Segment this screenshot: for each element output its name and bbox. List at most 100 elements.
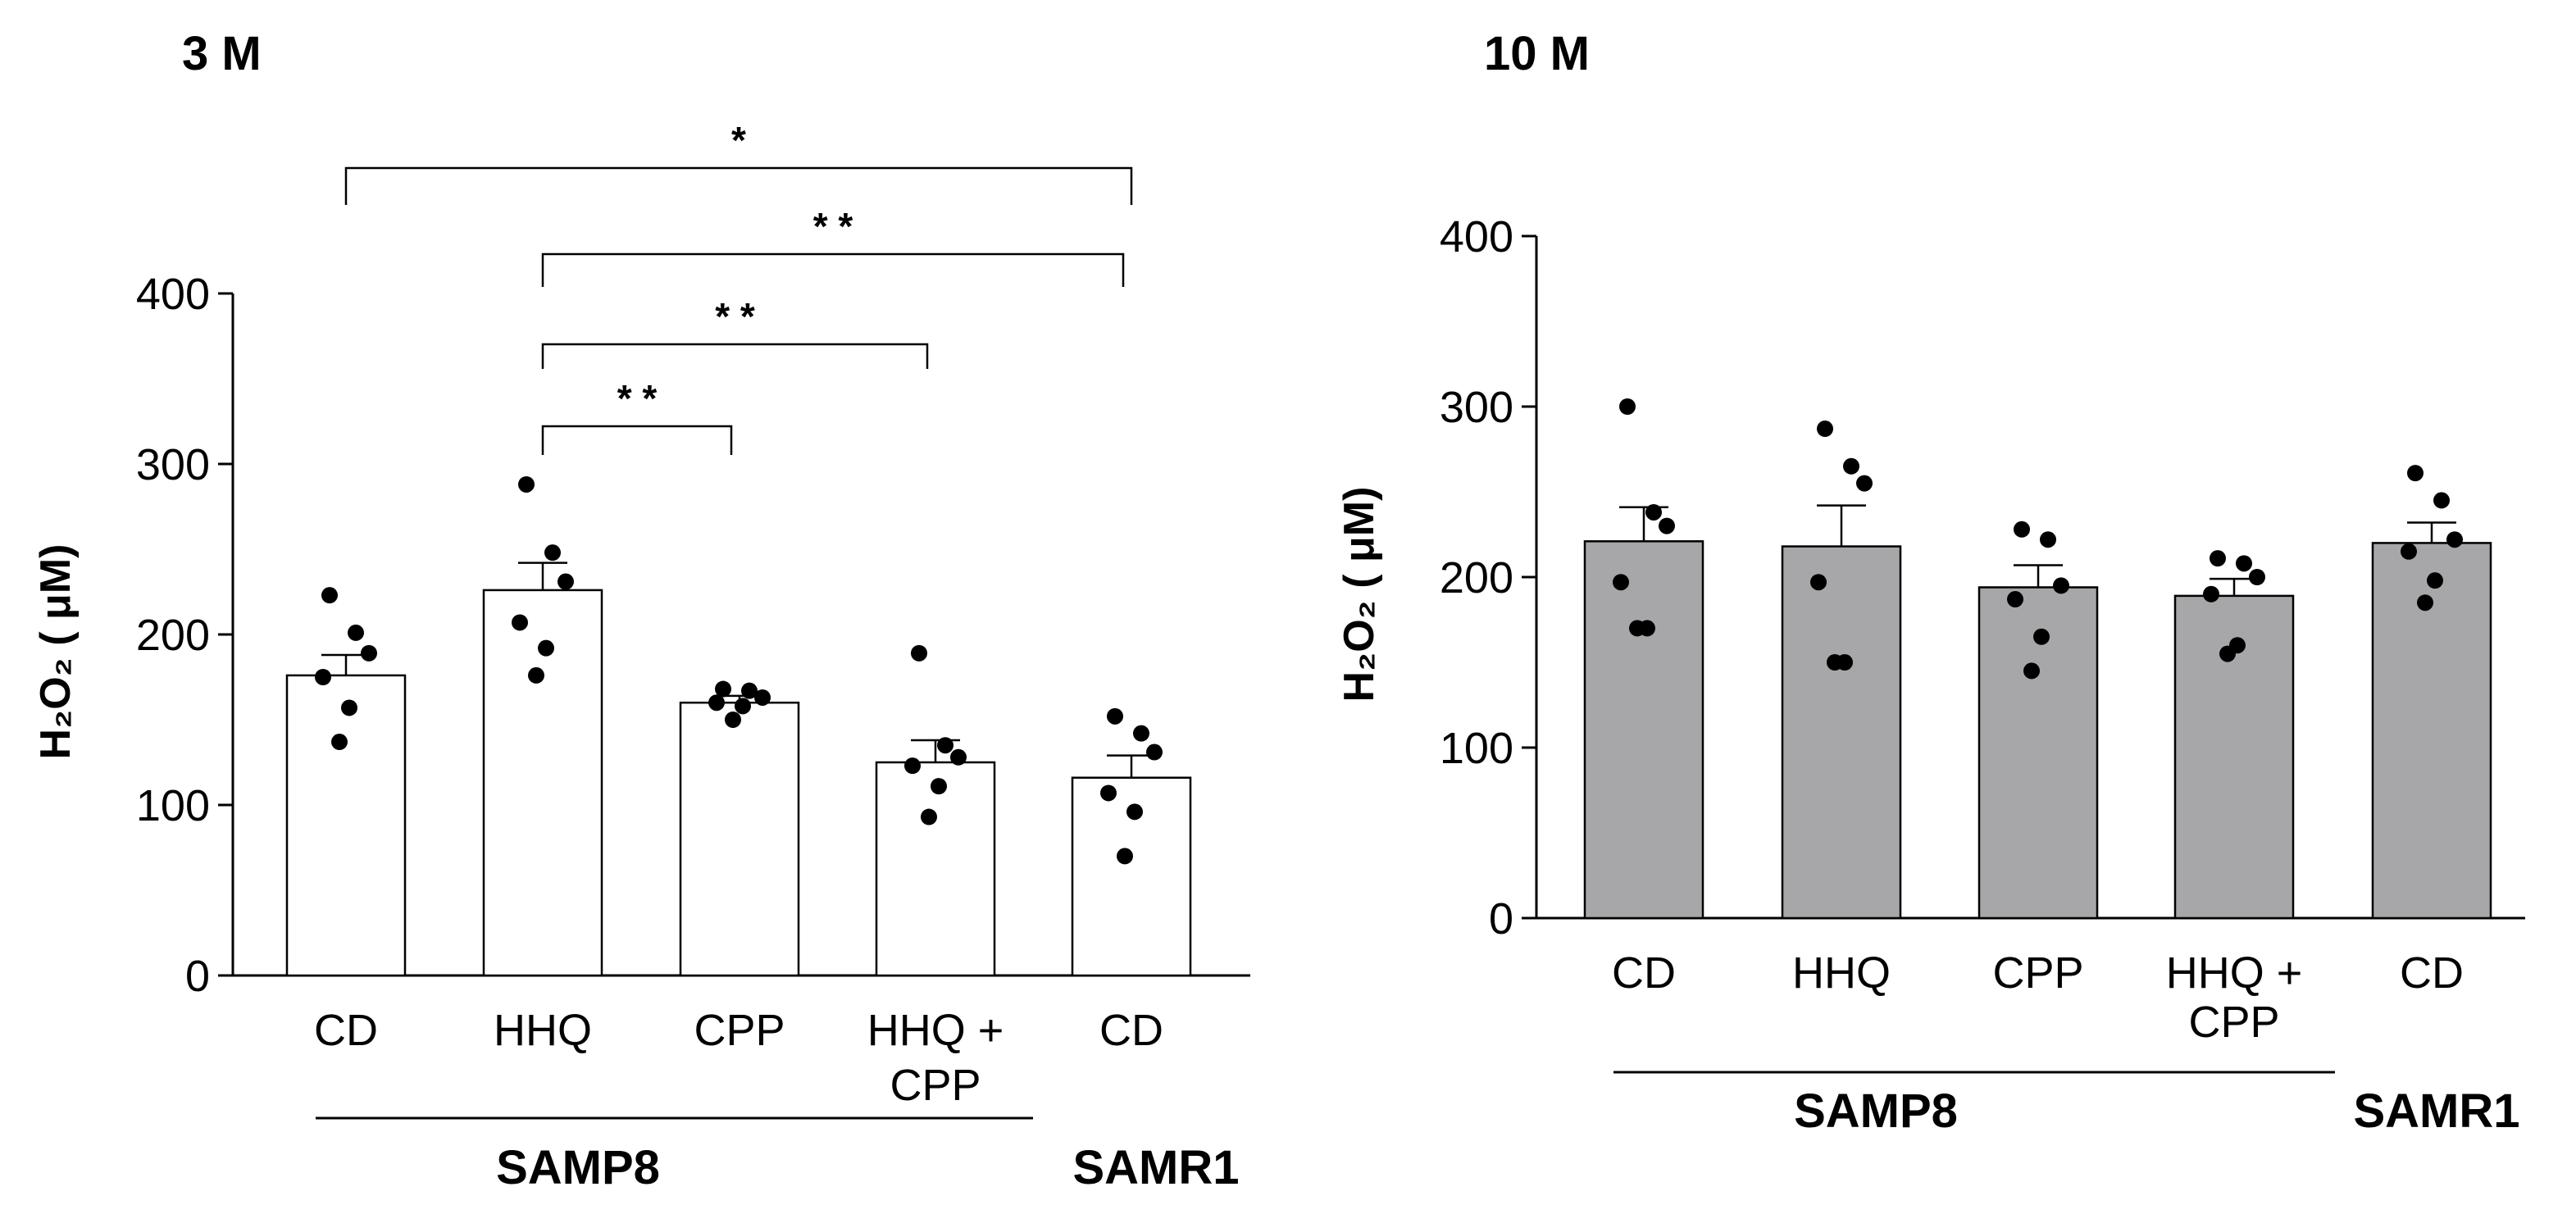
y-tick-label: 200 <box>136 611 210 660</box>
data-point <box>2417 594 2433 612</box>
significance-bracket <box>541 343 929 369</box>
data-point <box>2446 531 2463 548</box>
data-point <box>715 680 731 698</box>
data-point <box>950 748 967 766</box>
data-point <box>725 712 741 728</box>
bar <box>1583 540 1704 920</box>
data-point <box>544 544 561 562</box>
y-tick-label: 200 <box>1440 553 1513 602</box>
data-point <box>348 624 364 641</box>
bar <box>875 761 996 977</box>
data-point <box>528 666 544 684</box>
data-point <box>911 644 927 662</box>
data-point <box>2433 492 2450 509</box>
data-point <box>2033 628 2050 645</box>
y-tick-label: 300 <box>1440 383 1513 432</box>
chart-title: 10 M <box>1484 27 1590 80</box>
data-point <box>518 475 535 493</box>
y-tick-label: 300 <box>136 440 210 489</box>
x-tick-label: CPP <box>890 1061 981 1110</box>
data-point <box>2210 550 2226 567</box>
group-label-samr1: SAMR1 <box>1072 1141 1239 1194</box>
data-point <box>904 757 921 775</box>
data-point <box>2219 645 2236 662</box>
significance-label: * * <box>617 377 658 420</box>
y-tick-label: 400 <box>1440 212 1513 261</box>
bar <box>285 674 407 977</box>
data-point <box>1810 574 1827 591</box>
data-point <box>538 639 554 657</box>
data-point <box>754 689 771 706</box>
data-point <box>2023 662 2040 680</box>
data-point <box>2007 591 2023 608</box>
significance-bracket <box>541 425 733 455</box>
data-point <box>931 778 947 795</box>
data-point <box>2203 585 2219 602</box>
data-point <box>1659 517 1675 534</box>
data-point <box>708 694 725 712</box>
y-tick-label: 400 <box>136 270 210 319</box>
data-point <box>2053 577 2069 594</box>
data-point <box>2427 572 2443 589</box>
data-point <box>331 734 348 751</box>
data-point <box>735 698 751 715</box>
y-tick-label: 100 <box>136 781 210 830</box>
data-point <box>1817 421 1833 438</box>
group-label-samp8: SAMP8 <box>496 1141 660 1194</box>
data-point <box>741 682 758 699</box>
significance-bracket <box>344 166 1133 205</box>
x-tick-label: CPP <box>2188 998 2279 1047</box>
x-tick-label: CPP <box>1992 948 2083 998</box>
data-point <box>558 573 574 590</box>
data-point <box>361 644 377 662</box>
data-point <box>1827 654 1843 671</box>
x-tick-label: HHQ + <box>867 1006 1004 1055</box>
data-point <box>1613 574 1629 591</box>
group-label-samp8: SAMP8 <box>1794 1084 1958 1138</box>
x-tick-label: HHQ <box>1792 948 1891 998</box>
data-point <box>341 699 357 716</box>
significance-label: * <box>731 119 746 161</box>
data-point <box>2040 531 2056 548</box>
x-tick-label: CD <box>1612 948 1676 998</box>
data-point <box>937 737 953 754</box>
x-tick-label: HHQ + <box>2166 948 2303 998</box>
significance-label: * * <box>715 295 755 338</box>
bar <box>679 701 800 977</box>
data-point <box>1856 475 1873 492</box>
data-point <box>2249 569 2265 585</box>
data-point <box>1645 503 1662 521</box>
data-point <box>512 614 528 631</box>
x-tick-label: CD <box>314 1006 378 1055</box>
significance-bracket <box>541 252 1125 287</box>
group-label-samr1: SAMR1 <box>2353 1084 2519 1138</box>
data-point <box>1100 784 1117 802</box>
data-point <box>1126 803 1143 821</box>
y-axis-label: H₂O₂ ( μM) <box>1336 487 1383 703</box>
data-point <box>321 587 338 604</box>
data-point <box>1843 457 1859 475</box>
y-tick-label: 0 <box>185 952 210 1001</box>
significance-label: * * <box>813 205 853 248</box>
y-axis-label: H₂O₂ ( μM) <box>32 544 80 760</box>
y-tick-label: 0 <box>1489 894 1513 944</box>
data-point <box>1146 743 1163 761</box>
data-point <box>1619 398 1636 415</box>
data-point <box>1629 620 1645 637</box>
data-point <box>2014 521 2030 538</box>
x-tick-label: CD <box>2400 948 2464 998</box>
data-point <box>921 808 937 825</box>
data-point <box>1133 725 1149 742</box>
y-tick-label: 100 <box>1440 724 1513 773</box>
chart-title: 3 M <box>182 27 262 80</box>
data-point <box>2236 555 2252 572</box>
bar <box>1781 545 1902 920</box>
data-point <box>315 669 331 685</box>
data-point <box>2407 465 2424 482</box>
data-point <box>2401 543 2417 560</box>
x-tick-label: CD <box>1099 1006 1163 1055</box>
x-tick-label: HHQ <box>494 1006 592 1055</box>
